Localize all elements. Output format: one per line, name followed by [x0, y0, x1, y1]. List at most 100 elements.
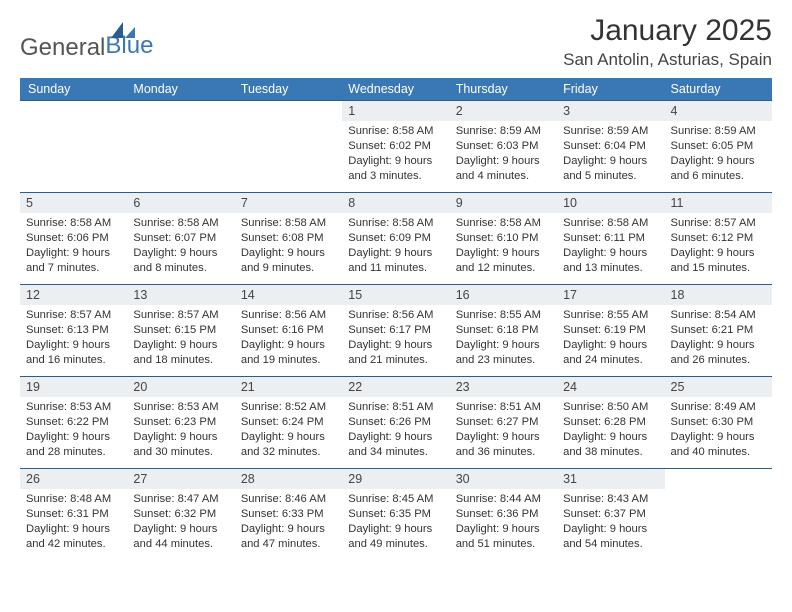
day-header: Monday — [127, 78, 234, 101]
calendar-cell: 16Sunrise: 8:55 AMSunset: 6:18 PMDayligh… — [450, 285, 557, 377]
day-number: 29 — [342, 469, 449, 489]
day-number: 5 — [20, 193, 127, 213]
day-number: 2 — [450, 101, 557, 121]
title-block: January 2025 San Antolin, Asturias, Spai… — [563, 14, 772, 70]
day-details: Sunrise: 8:51 AMSunset: 6:26 PMDaylight:… — [342, 397, 449, 464]
calendar-cell: 6Sunrise: 8:58 AMSunset: 6:07 PMDaylight… — [127, 193, 234, 285]
calendar-cell: 14Sunrise: 8:56 AMSunset: 6:16 PMDayligh… — [235, 285, 342, 377]
day-number: 20 — [127, 377, 234, 397]
calendar-cell: 12Sunrise: 8:57 AMSunset: 6:13 PMDayligh… — [20, 285, 127, 377]
day-number: 27 — [127, 469, 234, 489]
calendar-cell: 27Sunrise: 8:47 AMSunset: 6:32 PMDayligh… — [127, 469, 234, 561]
day-number: 15 — [342, 285, 449, 305]
calendar-cell — [20, 101, 127, 193]
day-details: Sunrise: 8:51 AMSunset: 6:27 PMDaylight:… — [450, 397, 557, 464]
calendar-cell: 15Sunrise: 8:56 AMSunset: 6:17 PMDayligh… — [342, 285, 449, 377]
day-details: Sunrise: 8:49 AMSunset: 6:30 PMDaylight:… — [665, 397, 772, 464]
calendar-cell: 22Sunrise: 8:51 AMSunset: 6:26 PMDayligh… — [342, 377, 449, 469]
calendar-row: 12Sunrise: 8:57 AMSunset: 6:13 PMDayligh… — [20, 285, 772, 377]
calendar-cell: 18Sunrise: 8:54 AMSunset: 6:21 PMDayligh… — [665, 285, 772, 377]
day-number: 18 — [665, 285, 772, 305]
day-number: 11 — [665, 193, 772, 213]
day-details: Sunrise: 8:54 AMSunset: 6:21 PMDaylight:… — [665, 305, 772, 372]
day-details: Sunrise: 8:55 AMSunset: 6:18 PMDaylight:… — [450, 305, 557, 372]
day-header: Thursday — [450, 78, 557, 101]
day-details: Sunrise: 8:58 AMSunset: 6:10 PMDaylight:… — [450, 213, 557, 280]
day-details: Sunrise: 8:55 AMSunset: 6:19 PMDaylight:… — [557, 305, 664, 372]
day-details: Sunrise: 8:59 AMSunset: 6:05 PMDaylight:… — [665, 121, 772, 188]
day-details: Sunrise: 8:52 AMSunset: 6:24 PMDaylight:… — [235, 397, 342, 464]
calendar-cell: 31Sunrise: 8:43 AMSunset: 6:37 PMDayligh… — [557, 469, 664, 561]
day-header-row: SundayMondayTuesdayWednesdayThursdayFrid… — [20, 78, 772, 101]
day-number: 17 — [557, 285, 664, 305]
day-details: Sunrise: 8:44 AMSunset: 6:36 PMDaylight:… — [450, 489, 557, 556]
day-details: Sunrise: 8:59 AMSunset: 6:04 PMDaylight:… — [557, 121, 664, 188]
day-number: 3 — [557, 101, 664, 121]
day-number: 30 — [450, 469, 557, 489]
day-details: Sunrise: 8:53 AMSunset: 6:23 PMDaylight:… — [127, 397, 234, 464]
day-number: 24 — [557, 377, 664, 397]
calendar-cell: 2Sunrise: 8:59 AMSunset: 6:03 PMDaylight… — [450, 101, 557, 193]
logo: GeneralBlue — [20, 20, 153, 62]
day-number: 4 — [665, 101, 772, 121]
day-details: Sunrise: 8:48 AMSunset: 6:31 PMDaylight:… — [20, 489, 127, 556]
calendar-cell — [127, 101, 234, 193]
day-details: Sunrise: 8:53 AMSunset: 6:22 PMDaylight:… — [20, 397, 127, 464]
day-number: 12 — [20, 285, 127, 305]
day-header: Wednesday — [342, 78, 449, 101]
day-header: Saturday — [665, 78, 772, 101]
day-number: 14 — [235, 285, 342, 305]
calendar-table: SundayMondayTuesdayWednesdayThursdayFrid… — [20, 78, 772, 561]
calendar-cell: 25Sunrise: 8:49 AMSunset: 6:30 PMDayligh… — [665, 377, 772, 469]
logo-sail-icon — [109, 20, 137, 40]
header: GeneralBlue January 2025 San Antolin, As… — [20, 14, 772, 70]
day-number: 8 — [342, 193, 449, 213]
month-title: January 2025 — [563, 14, 772, 48]
day-details: Sunrise: 8:46 AMSunset: 6:33 PMDaylight:… — [235, 489, 342, 556]
day-number: 31 — [557, 469, 664, 489]
day-number: 9 — [450, 193, 557, 213]
calendar-cell: 21Sunrise: 8:52 AMSunset: 6:24 PMDayligh… — [235, 377, 342, 469]
calendar-cell: 3Sunrise: 8:59 AMSunset: 6:04 PMDaylight… — [557, 101, 664, 193]
calendar-cell: 11Sunrise: 8:57 AMSunset: 6:12 PMDayligh… — [665, 193, 772, 285]
calendar-cell: 13Sunrise: 8:57 AMSunset: 6:15 PMDayligh… — [127, 285, 234, 377]
day-number: 22 — [342, 377, 449, 397]
day-number: 23 — [450, 377, 557, 397]
calendar-cell: 20Sunrise: 8:53 AMSunset: 6:23 PMDayligh… — [127, 377, 234, 469]
day-header: Friday — [557, 78, 664, 101]
day-details: Sunrise: 8:58 AMSunset: 6:02 PMDaylight:… — [342, 121, 449, 188]
day-number: 1 — [342, 101, 449, 121]
location: San Antolin, Asturias, Spain — [563, 50, 772, 70]
day-details: Sunrise: 8:58 AMSunset: 6:06 PMDaylight:… — [20, 213, 127, 280]
day-number: 21 — [235, 377, 342, 397]
day-details: Sunrise: 8:56 AMSunset: 6:17 PMDaylight:… — [342, 305, 449, 372]
day-details: Sunrise: 8:43 AMSunset: 6:37 PMDaylight:… — [557, 489, 664, 556]
day-number: 13 — [127, 285, 234, 305]
calendar-cell: 17Sunrise: 8:55 AMSunset: 6:19 PMDayligh… — [557, 285, 664, 377]
day-number: 26 — [20, 469, 127, 489]
day-number: 6 — [127, 193, 234, 213]
calendar-cell: 28Sunrise: 8:46 AMSunset: 6:33 PMDayligh… — [235, 469, 342, 561]
calendar-cell: 10Sunrise: 8:58 AMSunset: 6:11 PMDayligh… — [557, 193, 664, 285]
calendar-cell: 7Sunrise: 8:58 AMSunset: 6:08 PMDaylight… — [235, 193, 342, 285]
calendar-cell: 5Sunrise: 8:58 AMSunset: 6:06 PMDaylight… — [20, 193, 127, 285]
calendar-cell: 4Sunrise: 8:59 AMSunset: 6:05 PMDaylight… — [665, 101, 772, 193]
day-details: Sunrise: 8:57 AMSunset: 6:15 PMDaylight:… — [127, 305, 234, 372]
calendar-cell: 24Sunrise: 8:50 AMSunset: 6:28 PMDayligh… — [557, 377, 664, 469]
day-header: Tuesday — [235, 78, 342, 101]
calendar-cell: 9Sunrise: 8:58 AMSunset: 6:10 PMDaylight… — [450, 193, 557, 285]
calendar-cell: 23Sunrise: 8:51 AMSunset: 6:27 PMDayligh… — [450, 377, 557, 469]
day-header: Sunday — [20, 78, 127, 101]
day-details: Sunrise: 8:58 AMSunset: 6:07 PMDaylight:… — [127, 213, 234, 280]
calendar-cell — [665, 469, 772, 561]
day-details: Sunrise: 8:58 AMSunset: 6:08 PMDaylight:… — [235, 213, 342, 280]
logo-text-general: General — [20, 34, 105, 62]
day-details: Sunrise: 8:57 AMSunset: 6:12 PMDaylight:… — [665, 213, 772, 280]
day-details: Sunrise: 8:58 AMSunset: 6:11 PMDaylight:… — [557, 213, 664, 280]
calendar-cell: 1Sunrise: 8:58 AMSunset: 6:02 PMDaylight… — [342, 101, 449, 193]
day-details: Sunrise: 8:47 AMSunset: 6:32 PMDaylight:… — [127, 489, 234, 556]
day-details: Sunrise: 8:56 AMSunset: 6:16 PMDaylight:… — [235, 305, 342, 372]
day-number: 10 — [557, 193, 664, 213]
calendar-row: 1Sunrise: 8:58 AMSunset: 6:02 PMDaylight… — [20, 101, 772, 193]
calendar-cell: 30Sunrise: 8:44 AMSunset: 6:36 PMDayligh… — [450, 469, 557, 561]
